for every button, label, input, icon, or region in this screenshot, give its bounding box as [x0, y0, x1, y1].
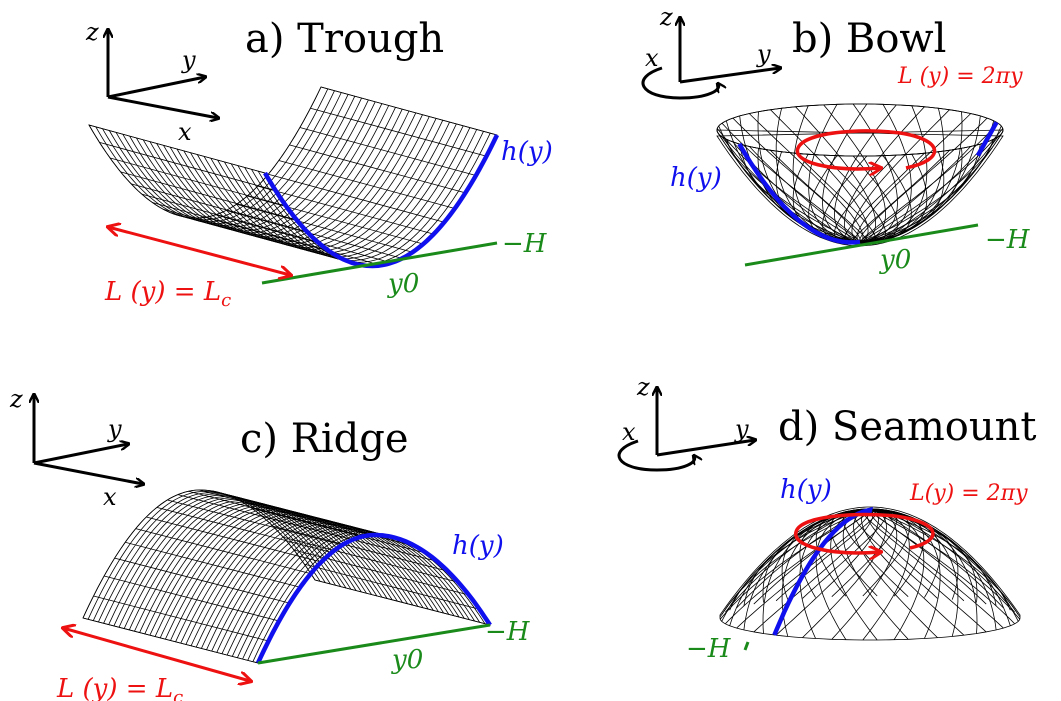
panel-b-axes: z y x [641, 3, 780, 100]
panel-d-y-label: y [734, 415, 749, 443]
panel-c-profile-label: h(y) [452, 531, 504, 561]
panel-c-axes: z y x [9, 385, 143, 511]
panel-c-y-axis [33, 444, 128, 465]
panel-a-trough: a) Trough z y x h(y) −H y0 L (y) = Lc [85, 16, 553, 311]
panel-d-y-axis [656, 440, 755, 457]
panel-b-profile-label: h(y) [670, 163, 722, 193]
panel-d-title: d) Seamount [778, 404, 1036, 450]
panel-c-base-line [257, 623, 491, 665]
panel-d-x-label: x [622, 418, 636, 446]
panel-b-profile-curve [737, 121, 999, 245]
panel-d-rotation-arrow [617, 439, 695, 472]
panel-b-title: b) Bowl [792, 16, 946, 62]
panel-c-surface-mesh [82, 489, 491, 664]
panel-a-base-line [261, 241, 498, 285]
panel-b-base-label: −H [985, 225, 1031, 255]
panel-a-length-sub: c [221, 290, 231, 311]
panel-d-z-label: z [636, 373, 650, 401]
panel-a-base-label: −H [502, 229, 548, 259]
panel-c-ridge: c) Ridge z y x h(y) −H y0 L (y) = Lc [9, 385, 531, 701]
panel-c-length-arrow [63, 628, 250, 681]
panel-c-length-text: L (y) = L [56, 674, 173, 701]
panel-b-circumference-arrow [795, 129, 937, 169]
panel-d-circumference-arrow [794, 512, 935, 553]
panel-a-length-label: L (y) = Lc [104, 277, 231, 311]
panel-d-seamount: d) Seamount z y x h(y) −H L(y) = 2πy [617, 373, 1036, 664]
panel-a-y0-label: y0 [387, 269, 419, 299]
panel-c-x-label: x [103, 483, 117, 511]
panel-b-y0-label: y0 [879, 245, 911, 275]
panel-c-profile-curve [255, 532, 492, 664]
panel-a-title: a) Trough [245, 16, 444, 62]
panel-d-surface-mesh [719, 506, 1021, 641]
panel-b-length-label: L (y) = 2πy [897, 64, 1023, 89]
panel-d-base-tick [743, 641, 750, 651]
panel-c-y-label: y [107, 415, 122, 443]
panel-c-y0-label: y0 [391, 645, 423, 675]
panel-a-z-label: z [85, 18, 99, 46]
panel-c-base-label: −H [485, 617, 531, 647]
panel-a-x-label: x [178, 118, 192, 146]
panel-b-base-line [744, 223, 979, 267]
panel-d-base-label: −H [686, 634, 732, 664]
panel-a-y-axis [107, 77, 205, 99]
panel-a-x-axis [107, 95, 218, 118]
panel-c-length-sub: c [173, 687, 183, 701]
panel-a-y-label: y [181, 46, 196, 74]
panel-c-title: c) Ridge [240, 416, 409, 462]
panel-d-length-label: L(y) = 2πy [909, 481, 1028, 506]
panel-b-x-label: x [645, 44, 659, 72]
panel-c-z-label: z [9, 385, 23, 413]
panel-c-x-axis [33, 461, 143, 484]
panel-b-bowl: b) Bowl z y x h(y) −H y0 L (y) = 2πy [641, 3, 1031, 275]
panel-a-profile-curve [263, 134, 500, 269]
panel-b-z-label: z [659, 3, 673, 31]
panel-a-axes: z y x [85, 18, 218, 146]
panel-b-rotation-arrow [641, 66, 719, 100]
panel-a-length-arrow [108, 227, 290, 275]
panel-a-length-text: L (y) = L [104, 277, 221, 307]
panel-d-profile-label: h(y) [780, 475, 832, 505]
panel-b-y-label: y [756, 40, 771, 68]
panel-a-profile-label: h(y) [501, 137, 553, 167]
panel-d-axes: z y x [617, 373, 755, 472]
panel-c-length-label: L (y) = Lc [56, 674, 183, 701]
panel-b-y-axis [679, 68, 780, 84]
